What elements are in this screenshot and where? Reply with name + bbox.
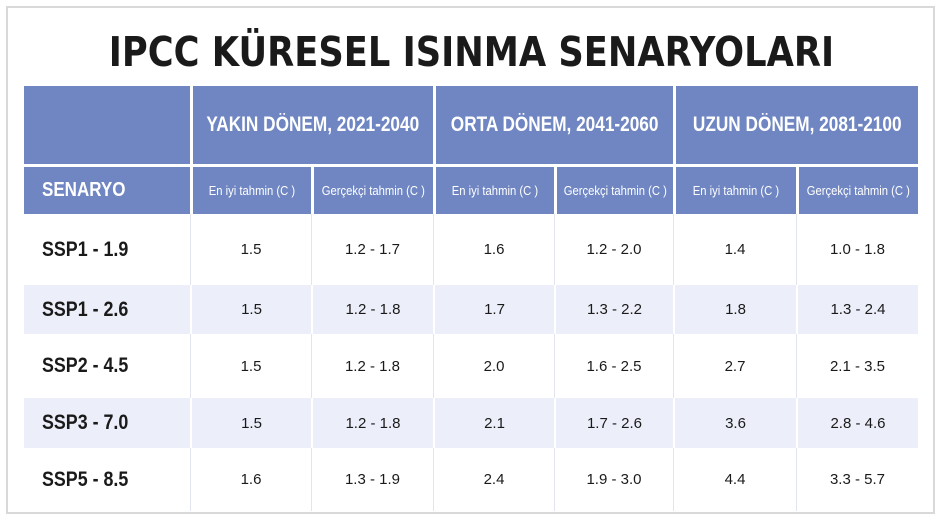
subheader-likely-near: Gerçekçi tahmin (C ) [311,164,433,214]
table-cell: 1.2 - 1.8 [311,334,433,398]
table-row-name: SSP1 - 2.6 [24,285,190,334]
table-cell: 1.5 [190,285,311,334]
table-row-name: SSP5 - 8.5 [24,448,190,511]
table-cell: 1.2 - 1.8 [311,285,433,334]
period-header-mid: ORTA DÖNEM, 2041-2060 [433,86,673,164]
table-cell: 4.4 [673,448,796,511]
table-cell: 1.3 - 2.4 [796,285,918,334]
table-row-name: SSP1 - 1.9 [24,214,190,285]
table-cell: 1.5 [190,398,311,448]
table-cell: 1.5 [190,334,311,398]
table-row-name: SSP2 - 4.5 [24,334,190,398]
table-cell: 1.3 - 1.9 [311,448,433,511]
table-cell: 2.0 [433,334,554,398]
period-header-near: YAKIN DÖNEM, 2021-2040 [190,86,433,164]
scenario-column-header: SENARYO [24,164,190,214]
table-cell: 1.7 [433,285,554,334]
subheader-best-mid: En iyi tahmin (C ) [433,164,554,214]
table-cell: 2.1 [433,398,554,448]
scenario-table: YAKIN DÖNEM, 2021-2040 ORTA DÖNEM, 2041-… [24,86,918,511]
table-cell: 1.4 [673,214,796,285]
period-header-long: UZUN DÖNEM, 2081-2100 [673,86,918,164]
header-corner [24,86,190,164]
table-cell: 2.1 - 3.5 [796,334,918,398]
table-cell: 1.7 - 2.6 [554,398,673,448]
table-row-name: SSP3 - 7.0 [24,398,190,448]
table-cell: 3.3 - 5.7 [796,448,918,511]
subheader-best-near: En iyi tahmin (C ) [190,164,311,214]
table-cell: 1.3 - 2.2 [554,285,673,334]
table-cell: 1.6 - 2.5 [554,334,673,398]
table-cell: 1.6 [190,448,311,511]
table-cell: 1.2 - 2.0 [554,214,673,285]
table-cell: 2.4 [433,448,554,511]
subheader-likely-mid: Gerçekçi tahmin (C ) [554,164,673,214]
page-title: IPCC KÜRESEL ISINMA SENARYOLARI [108,28,835,76]
table-cell: 1.0 - 1.8 [796,214,918,285]
table-cell: 1.5 [190,214,311,285]
table-cell: 1.2 - 1.7 [311,214,433,285]
table-cell: 1.6 [433,214,554,285]
table-cell: 2.7 [673,334,796,398]
table-cell: 1.8 [673,285,796,334]
table-cell: 1.9 - 3.0 [554,448,673,511]
subheader-likely-long: Gerçekçi tahmin (C ) [796,164,918,214]
table-cell: 1.2 - 1.8 [311,398,433,448]
table-cell: 2.8 - 4.6 [796,398,918,448]
table-cell: 3.6 [673,398,796,448]
subheader-best-long: En iyi tahmin (C ) [673,164,796,214]
